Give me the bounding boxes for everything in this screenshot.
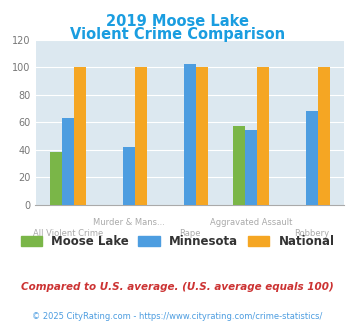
Bar bbox=[50, 152, 62, 205]
Bar bbox=[245, 130, 257, 205]
Bar bbox=[184, 64, 196, 205]
Bar bbox=[233, 126, 245, 205]
Legend: Moose Lake, Minnesota, National: Moose Lake, Minnesota, National bbox=[16, 230, 339, 253]
Bar bbox=[318, 67, 330, 205]
Text: Aggravated Assault: Aggravated Assault bbox=[210, 218, 292, 227]
Bar bbox=[123, 147, 135, 205]
Text: Murder & Mans...: Murder & Mans... bbox=[93, 218, 165, 227]
Text: © 2025 CityRating.com - https://www.cityrating.com/crime-statistics/: © 2025 CityRating.com - https://www.city… bbox=[32, 312, 323, 321]
Bar bbox=[196, 67, 208, 205]
Bar bbox=[135, 67, 147, 205]
Bar bbox=[62, 118, 74, 205]
Bar bbox=[306, 111, 318, 205]
Bar bbox=[74, 67, 86, 205]
Bar bbox=[257, 67, 269, 205]
Text: Compared to U.S. average. (U.S. average equals 100): Compared to U.S. average. (U.S. average … bbox=[21, 282, 334, 292]
Text: Rape: Rape bbox=[179, 229, 201, 238]
Text: Robbery: Robbery bbox=[294, 229, 329, 238]
Text: 2019 Moose Lake: 2019 Moose Lake bbox=[106, 14, 249, 29]
Text: Violent Crime Comparison: Violent Crime Comparison bbox=[70, 27, 285, 42]
Text: All Violent Crime: All Violent Crime bbox=[33, 229, 103, 238]
